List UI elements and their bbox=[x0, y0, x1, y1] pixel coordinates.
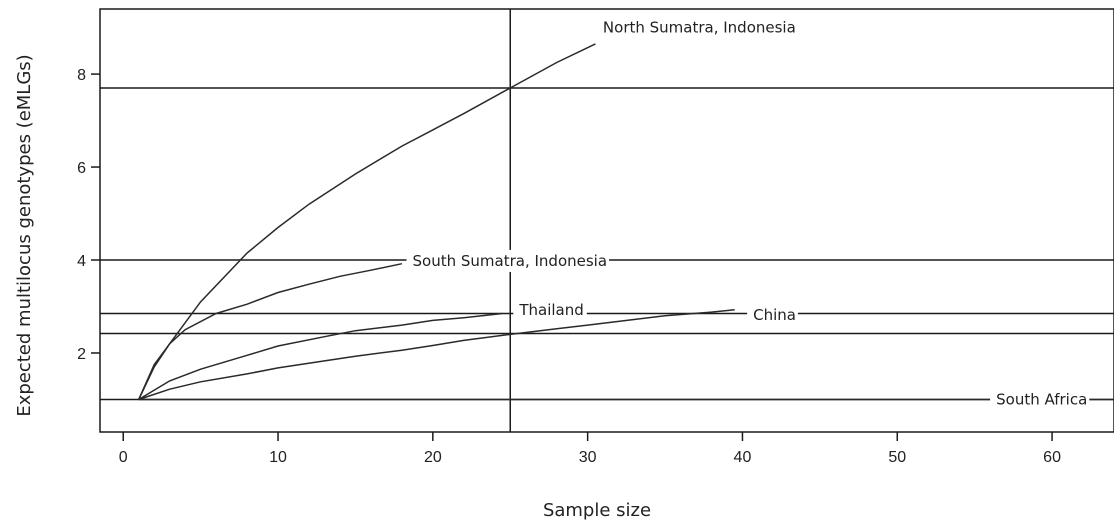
series-label-text: South Africa bbox=[996, 390, 1087, 408]
y-axis-ticks: 2 4 6 8 bbox=[77, 67, 100, 363]
y-axis-title: Expected multilocus genotypes (eMLGs) bbox=[14, 54, 35, 416]
x-axis-title: Sample size bbox=[543, 500, 651, 521]
series-line-south-sumatra-indonesia bbox=[138, 262, 403, 400]
y-tick-label: 4 bbox=[77, 253, 86, 270]
series-line-north-sumatra-indonesia bbox=[138, 43, 596, 400]
series-label-south-sumatra-indonesia: South Sumatra, Indonesia bbox=[406, 249, 610, 272]
x-tick-label: 50 bbox=[888, 449, 906, 466]
y-tick-label: 8 bbox=[77, 67, 86, 84]
y-tick-label: 2 bbox=[77, 346, 86, 363]
series-label-text: North Sumatra, Indonesia bbox=[603, 19, 796, 37]
series-label-south-africa: South Africa bbox=[990, 388, 1090, 411]
reference-lines bbox=[100, 9, 1114, 432]
x-tick-label: 0 bbox=[119, 449, 128, 466]
series-line-china bbox=[138, 308, 735, 401]
series-label-background bbox=[747, 303, 798, 326]
x-tick-label: 40 bbox=[734, 449, 752, 466]
series-lines bbox=[138, 43, 1114, 401]
x-tick-label: 20 bbox=[424, 449, 442, 466]
series-label-china: China bbox=[747, 303, 798, 326]
series-label-north-sumatra-indonesia: North Sumatra, Indonesia bbox=[596, 16, 798, 39]
series-label-text: South Sumatra, Indonesia bbox=[413, 252, 608, 270]
series-label-text: Thailand bbox=[518, 301, 583, 319]
x-tick-label: 60 bbox=[1043, 449, 1061, 466]
series-label-background bbox=[406, 249, 610, 272]
series-label-background bbox=[513, 299, 587, 322]
series-label-background bbox=[990, 388, 1090, 411]
series-label-background bbox=[596, 16, 798, 39]
series-label-text: China bbox=[753, 306, 796, 324]
y-tick-label: 6 bbox=[77, 160, 86, 177]
series-labels: North Sumatra, Indonesia South Sumatra, I… bbox=[406, 16, 1090, 411]
x-axis-ticks: 0 10 20 30 40 50 60 bbox=[119, 432, 1061, 466]
series-line-thailand bbox=[138, 312, 503, 401]
x-tick-label: 10 bbox=[269, 449, 287, 466]
x-tick-label: 30 bbox=[579, 449, 597, 466]
series-label-thailand: Thailand bbox=[513, 299, 587, 322]
plot-frame bbox=[99, 8, 1114, 433]
